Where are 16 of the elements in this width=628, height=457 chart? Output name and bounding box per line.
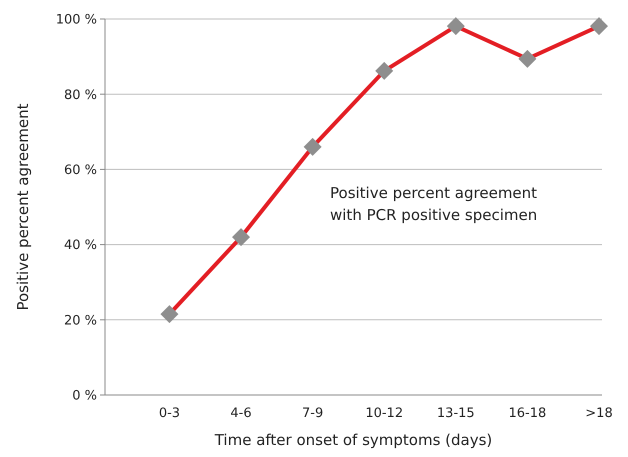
y-tick-label: 100 % [56,12,97,28]
annotation: Positive percent agreement with PCR positive specimen [330,184,538,224]
y-tick-label: 60 % [64,162,97,178]
x-tick-label: 13-15 [436,406,475,421]
x-tick-label: 16-18 [508,406,546,421]
y-tick-label: 80 % [64,88,97,103]
x-tick-label: 4-6 [230,406,252,421]
x-tick-label: 10-12 [365,406,404,421]
x-tick-label: 7-9 [302,406,324,421]
x-tick-label: 0-3 [158,406,180,421]
y-tick-label: 40 % [64,238,97,254]
x-axis-title: Time after onset of symptoms (days) [214,431,492,449]
y-tick-label: 0 % [72,388,97,404]
x-tick-label: >18 [585,406,613,421]
y-axis-title: Positive percent agreement [14,103,32,311]
y-tick-label: 20 % [64,313,97,328]
